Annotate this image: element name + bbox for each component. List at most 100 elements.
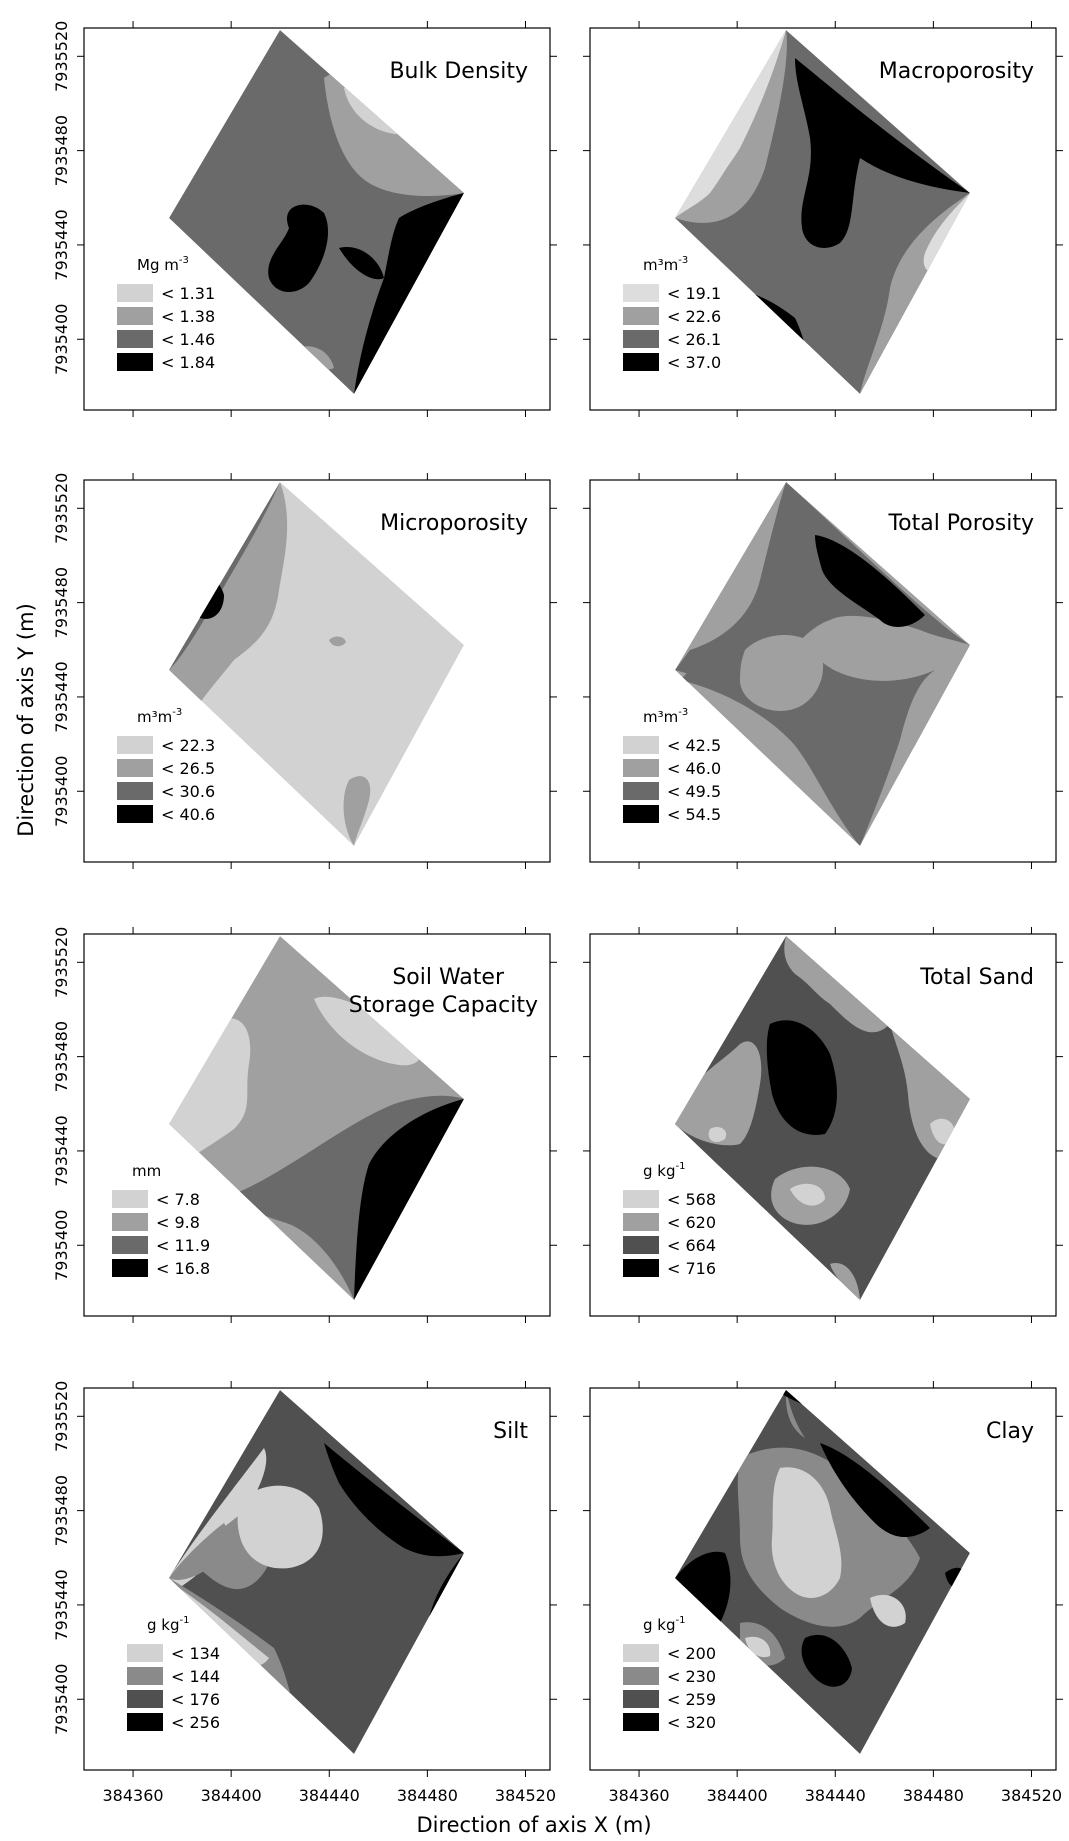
map-panel: Silt g kg-1 < 134 < 144 < 176 < 256 384360 3844… bbox=[52, 1381, 557, 1805]
y-tick-label: 7935480 bbox=[52, 1475, 71, 1546]
field-zone bbox=[766, 1020, 837, 1135]
legend-label: < 144 bbox=[171, 1667, 220, 1686]
field-zone bbox=[268, 204, 329, 293]
legend-swatch bbox=[117, 284, 153, 302]
legend-label: < 9.8 bbox=[156, 1213, 200, 1232]
field-zone bbox=[771, 1467, 842, 1598]
field-zone bbox=[237, 1485, 323, 1569]
y-tick-label: 7935440 bbox=[52, 1115, 71, 1186]
field-zone bbox=[354, 1099, 464, 1300]
legend-label: < 716 bbox=[667, 1259, 716, 1278]
y-tick-label: 7935440 bbox=[52, 1569, 71, 1640]
y-tick-label: 7935440 bbox=[52, 209, 71, 280]
y-tick-label: 7935520 bbox=[52, 1381, 71, 1452]
legend-unit: g kg-1 bbox=[147, 1615, 189, 1634]
map-panel: Bulk Density Mg m-3 < 1.31 < 1.38 < 1.46 < 1.… bbox=[52, 21, 557, 417]
panel-title: Bulk Density bbox=[389, 59, 528, 84]
field-zone bbox=[708, 1127, 727, 1143]
legend-swatch bbox=[127, 1644, 163, 1662]
legend-swatch bbox=[112, 1213, 148, 1231]
field-zone bbox=[795, 58, 970, 248]
legend-label: < 134 bbox=[171, 1644, 220, 1663]
field-zone bbox=[870, 1594, 906, 1627]
field-zone bbox=[314, 996, 421, 1066]
legend-label: < 200 bbox=[667, 1644, 716, 1663]
y-tick-label: 7935520 bbox=[52, 473, 71, 544]
legend-label: < 230 bbox=[667, 1667, 716, 1686]
legend-swatch bbox=[117, 330, 153, 348]
legend-swatch bbox=[127, 1667, 163, 1685]
field-zone bbox=[923, 193, 970, 273]
legend-swatch bbox=[127, 1713, 163, 1731]
legend-swatch bbox=[117, 805, 153, 823]
field-zone bbox=[801, 1634, 852, 1687]
legend-swatch bbox=[623, 330, 659, 348]
field-zone bbox=[745, 1636, 771, 1658]
field-zone bbox=[675, 1551, 731, 1623]
legend-label: < 26.1 bbox=[667, 330, 721, 349]
legend-swatch bbox=[117, 759, 153, 777]
y-tick-label: 7935520 bbox=[52, 21, 71, 92]
panel-title: Total Porosity bbox=[887, 511, 1034, 536]
field-zone bbox=[815, 535, 925, 627]
legend-label: < 19.1 bbox=[667, 284, 721, 303]
legend-swatch bbox=[623, 1690, 659, 1708]
panel-title: Soil Water bbox=[392, 965, 505, 990]
field-zone bbox=[354, 193, 464, 394]
y-tick-label: 7935480 bbox=[52, 1021, 71, 1092]
legend-label: < 54.5 bbox=[667, 805, 721, 824]
field-zone bbox=[343, 776, 371, 846]
panel-title: Macroporosity bbox=[879, 59, 1034, 84]
field-zone bbox=[675, 482, 970, 685]
y-tick-label: 7935400 bbox=[52, 1210, 71, 1281]
y-tick-label: 7935520 bbox=[52, 927, 71, 998]
legend-label: < 176 bbox=[171, 1690, 220, 1709]
legend-swatch bbox=[623, 307, 659, 325]
field-zone bbox=[830, 1263, 860, 1300]
x-tick-label: 384520 bbox=[1001, 1786, 1062, 1805]
legend-swatch bbox=[623, 1259, 659, 1277]
panel-title: Silt bbox=[493, 1419, 528, 1444]
legend-unit: Mg m-3 bbox=[137, 255, 189, 274]
legend-swatch bbox=[117, 307, 153, 325]
x-tick-label: 384480 bbox=[903, 1786, 964, 1805]
panel-title: Microporosity bbox=[380, 511, 528, 536]
legend-label: < 22.3 bbox=[161, 736, 215, 755]
legend-swatch bbox=[623, 736, 659, 754]
x-tick-label: 384400 bbox=[201, 1786, 262, 1805]
y-tick-label: 7935400 bbox=[52, 756, 71, 827]
field-zone bbox=[785, 1390, 805, 1438]
map-panel: Clay g kg-1 < 200 < 230 < 259 < 320 384360 3844… bbox=[583, 1381, 1063, 1805]
legend-label: < 1.84 bbox=[161, 353, 215, 372]
map-panel: Total Sand g kg-1 < 568 < 620 < 664 < 716 bbox=[583, 927, 1063, 1323]
y-tick-label: 7935400 bbox=[52, 304, 71, 375]
field-map bbox=[675, 936, 970, 1300]
x-tick-label: 384440 bbox=[805, 1786, 866, 1805]
field-zone bbox=[790, 1183, 825, 1206]
legend-label: < 40.6 bbox=[161, 805, 215, 824]
legend-unit: g kg-1 bbox=[643, 1615, 685, 1634]
y-tick-label: 7935480 bbox=[52, 115, 71, 186]
legend-swatch bbox=[127, 1690, 163, 1708]
legend-swatch bbox=[623, 1190, 659, 1208]
legend-swatch bbox=[117, 353, 153, 371]
legend-label: < 42.5 bbox=[667, 736, 721, 755]
legend-swatch bbox=[623, 1213, 659, 1231]
legend-label: < 259 bbox=[667, 1690, 716, 1709]
legend-label: < 11.9 bbox=[156, 1236, 210, 1255]
panel-title: Total Sand bbox=[919, 965, 1034, 990]
y-tick-label: 7935480 bbox=[52, 567, 71, 638]
field-zone bbox=[678, 30, 786, 214]
x-tick-label: 384400 bbox=[707, 1786, 768, 1805]
x-tick-label: 384360 bbox=[103, 1786, 164, 1805]
field-zone bbox=[169, 482, 288, 720]
legend-label: < 1.31 bbox=[161, 284, 215, 303]
field-map bbox=[675, 482, 970, 846]
legend-swatch bbox=[623, 284, 659, 302]
panel-title-line2: Storage Capacity bbox=[349, 993, 538, 1018]
map-panel: Macroporosity m³m-3 < 19.1 < 22.6 < 26.1 < 37… bbox=[583, 21, 1063, 417]
field-zone bbox=[324, 1443, 464, 1557]
legend-label: < 1.46 bbox=[161, 330, 215, 349]
legend-label: < 16.8 bbox=[156, 1259, 210, 1278]
